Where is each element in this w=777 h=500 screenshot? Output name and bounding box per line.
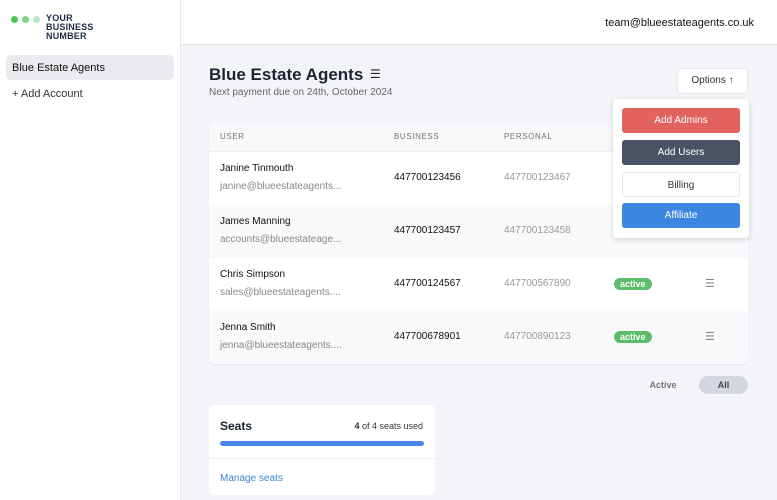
table-row[interactable]: Jenna Smith jenna@blueestateagents.... 4… [209,311,748,364]
filter-active[interactable]: Active [649,380,677,390]
user-name: Chris Simpson [220,269,286,280]
seats-card: Seats 4 of 4 seats used Manage seats [209,405,435,495]
status-badge: active [614,278,652,290]
seats-progress [220,441,424,446]
personal-number: 447700567890 [504,278,571,289]
edit-icon[interactable]: ☰ [705,331,715,343]
page-title: Blue Estate Agents [209,65,364,84]
user-name: Jenna Smith [220,322,276,333]
business-number: 447700123456 [394,172,461,183]
personal-number: 447700123467 [504,172,571,183]
add-account-link[interactable]: + Add Account [12,88,83,100]
column-user: USER [220,132,245,141]
user-name: Janine Tinmouth [220,163,294,174]
business-number: 447700123457 [394,225,461,236]
add-admins-button[interactable]: Add Admins [622,108,740,133]
user-name: James Manning [220,216,291,227]
sidebar: YOUR BUSINESS NUMBER Blue Estate Agents + … [0,0,181,500]
logo: YOUR BUSINESS NUMBER [11,14,94,41]
business-number: 447700678901 [394,331,461,342]
sidebar-item-blue-estate-agents[interactable]: Blue Estate Agents [6,55,174,80]
options-menu: Add Admins Add Users Billing Affiliate [613,99,749,238]
edit-icon[interactable]: ☰ [705,278,715,290]
user-email: sales@blueestateagents.... [220,287,341,298]
status-badge: active [614,331,652,343]
business-number: 447700124567 [394,278,461,289]
column-business: BUSINESS [394,132,440,141]
affiliate-button[interactable]: Affiliate [622,203,740,228]
personal-number: 447700123458 [504,225,571,236]
user-email: accounts@blueestateage... [220,234,342,245]
seats-used: 4 of 4 seats used [354,421,423,431]
seats-progress-fill [220,441,424,446]
billing-button[interactable]: Billing [622,172,740,197]
table-row[interactable]: Chris Simpson sales@blueestateagents....… [209,258,748,311]
edit-list-icon[interactable]: ☰ [370,67,381,81]
personal-number: 447700890123 [504,331,571,342]
account-email[interactable]: team@blueestateagents.co.uk [605,17,754,29]
manage-seats-link[interactable]: Manage seats [220,473,283,484]
add-users-button[interactable]: Add Users [622,140,740,165]
payment-due: Next payment due on 24th, October 2024 [209,87,393,98]
top-bar: team@blueestateagents.co.uk [181,0,777,45]
options-button[interactable]: Options ↑ [677,68,748,94]
user-email: janine@blueestateagents... [220,181,342,192]
divider [209,458,435,459]
filter-all[interactable]: All [699,376,748,394]
column-personal: PERSONAL [504,132,553,141]
seats-title: Seats [220,419,253,433]
user-email: jenna@blueestateagents.... [220,340,342,351]
